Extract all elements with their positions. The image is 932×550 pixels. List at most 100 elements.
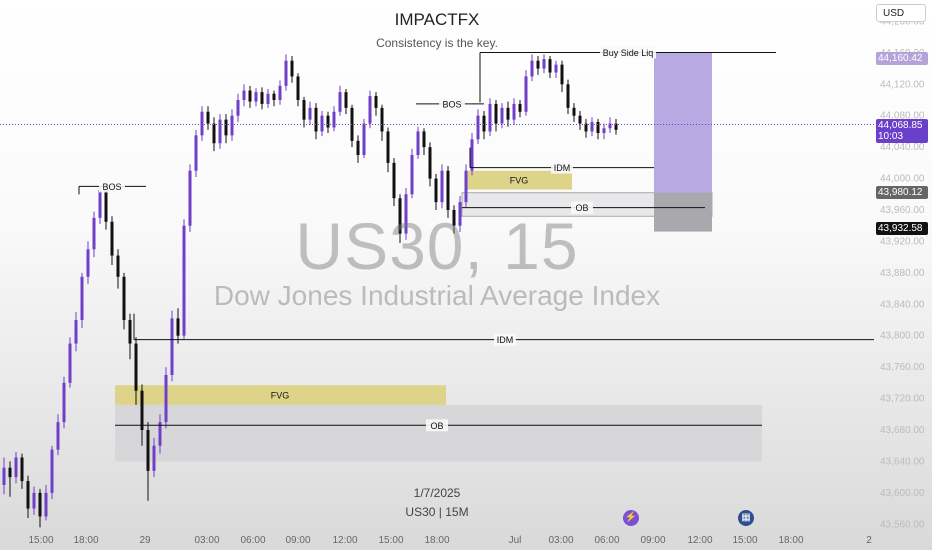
candle-body <box>392 162 396 199</box>
time-axis[interactable]: 15:00 18:00 29 03:00 06:00 09:00 12:00 15:00 18:… <box>28 535 872 546</box>
candle-body <box>236 100 240 116</box>
price-tick-label: 44,040.00 <box>880 142 925 153</box>
candle-body <box>194 135 198 171</box>
candle-body <box>446 170 450 210</box>
fvg-zone-bottom <box>115 385 446 405</box>
idm-bottom-label: IDM <box>497 335 514 345</box>
candle-body <box>278 85 282 100</box>
candle-body <box>368 96 372 124</box>
ob-zone-bottom <box>115 404 762 462</box>
idm-top-label-bg <box>551 161 573 174</box>
candle-body <box>488 103 492 132</box>
time-tick-label: 29 <box>139 535 151 546</box>
candle-body <box>272 93 276 100</box>
time-tick-label: 15:00 <box>732 535 757 546</box>
buyside-price-tag: 44,160.42 <box>876 52 928 65</box>
candle-body <box>86 249 90 277</box>
candle-body <box>80 276 84 320</box>
ob-bottom-label: OB <box>430 421 443 431</box>
candle-body <box>134 343 138 391</box>
candle-body <box>554 64 558 73</box>
time-tick-label: 09:00 <box>640 535 665 546</box>
candle-body <box>218 119 222 144</box>
candle-body <box>74 320 78 344</box>
lightning-icon[interactable]: ⚡ <box>623 510 639 526</box>
time-tick-label: 2 <box>866 535 872 546</box>
candle-body <box>572 107 576 116</box>
candle-body <box>206 111 210 124</box>
candle-body <box>320 115 324 132</box>
candle-body <box>512 103 516 120</box>
candle-body <box>338 92 342 112</box>
price-axis[interactable]: 44,200.0044,160.0044,120.0044,080.0044,0… <box>880 16 925 530</box>
candle-body <box>374 96 378 108</box>
candle-body <box>230 115 234 136</box>
candle-body <box>170 318 174 375</box>
candle-body <box>608 123 612 129</box>
current-price-value: 44,068.85 <box>878 120 923 131</box>
time-tick-label: 06:00 <box>240 535 265 546</box>
time-tick-label: 18:00 <box>778 535 803 546</box>
annotations-layer: BOS BOS Buy Side Liq IDM IDM FVG FVG OB OB <box>0 46 874 432</box>
candle-body <box>398 198 402 234</box>
candle-body <box>524 76 528 112</box>
calendar-icon[interactable]: ▦ <box>738 510 754 526</box>
candle-body <box>248 90 252 102</box>
candle-body <box>578 115 582 124</box>
ob-bottom-label-bg <box>426 419 448 432</box>
candle-body <box>224 119 228 136</box>
candle-body <box>260 92 264 104</box>
candle-body <box>200 111 204 136</box>
candle-body <box>590 122 594 132</box>
candle-body <box>146 430 150 471</box>
candle-body <box>530 60 534 77</box>
time-tick-label: 12:00 <box>687 535 712 546</box>
candle-body <box>476 115 480 140</box>
candle-body <box>350 107 354 141</box>
candle-body <box>242 90 246 100</box>
chart-subtitle: Consistency is the key. <box>376 36 498 50</box>
candle-body <box>362 123 366 155</box>
time-tick-label: 03:00 <box>194 535 219 546</box>
candle-body <box>188 170 192 226</box>
time-tick-label: 15:00 <box>378 535 403 546</box>
time-tick-label: 12:00 <box>332 535 357 546</box>
current-price-tag: 44,068.85 10:03 <box>876 119 928 143</box>
candle-body <box>404 194 408 234</box>
currency-button[interactable]: USD <box>876 4 926 22</box>
candle-body <box>560 64 564 85</box>
zones-layer <box>115 52 762 462</box>
price-tick-label: 43,800.00 <box>880 331 925 342</box>
buy-side-label: Buy Side Liq <box>603 48 654 58</box>
candle-body <box>380 107 384 132</box>
price-tick-label: 43,640.00 <box>880 456 925 467</box>
candle-body <box>458 202 462 226</box>
candle-body <box>482 115 486 132</box>
fvg-top-label: FVG <box>510 176 529 186</box>
candle-body <box>50 449 54 493</box>
time-tick-label: 03:00 <box>548 535 573 546</box>
buy-side-label-bg <box>600 46 656 59</box>
candle-body <box>326 115 330 128</box>
price-tick-label: 44,120.00 <box>880 79 925 90</box>
candle-body <box>296 76 300 100</box>
bar-countdown: 10:03 <box>878 131 904 142</box>
candle-body <box>422 131 426 148</box>
symbol-watermark: US30, 15 <box>295 209 579 283</box>
candle-body <box>314 107 318 132</box>
candle-body <box>176 318 180 336</box>
time-tick-label: 15:00 <box>28 535 53 546</box>
candle-body <box>152 445 156 471</box>
candle-body <box>26 481 30 509</box>
ob-price-tag: 43,980.12 <box>876 186 928 199</box>
price-tick-label: 43,560.00 <box>880 519 925 530</box>
time-tick-label: 18:00 <box>424 535 449 546</box>
price-tick-label: 43,600.00 <box>880 488 925 499</box>
low-price-tag: 43,932.58 <box>876 222 928 235</box>
candle-body <box>266 93 270 104</box>
candle-body <box>8 467 12 478</box>
candle-body <box>212 123 216 144</box>
candle-body <box>494 103 498 124</box>
idm-top-label: IDM <box>554 163 571 173</box>
